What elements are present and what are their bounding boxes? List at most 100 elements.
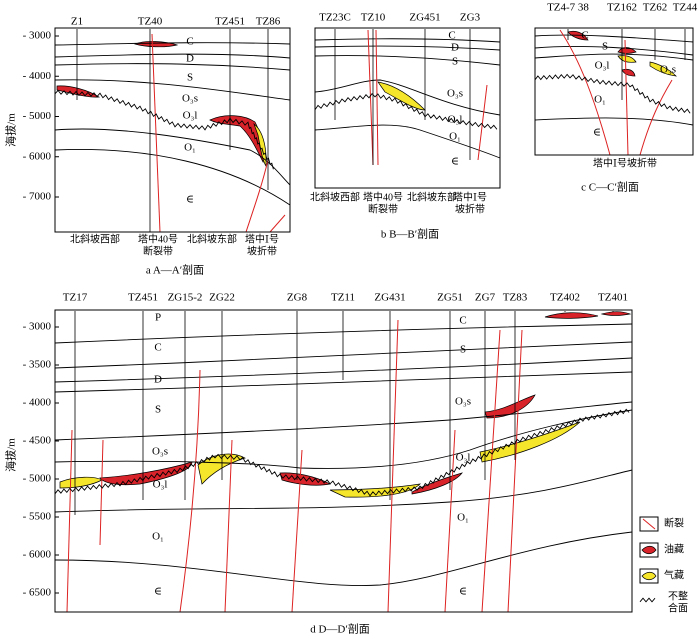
horizon [535,118,693,125]
zone-label: 塔中Ⅰ号坡折带 [593,156,657,169]
y-tick-label: - 5500 [23,511,52,523]
horizon [55,358,632,382]
zone-label: 北斜坡东部 [407,190,457,203]
horizon [535,54,693,60]
zone-label: 塔中40号 [138,232,178,245]
layer-label: O₁ [152,531,164,543]
well-label: ZG451 [409,12,440,24]
caption: c C—C′剖面 [581,180,639,194]
well-label: TZ401 [598,292,628,304]
gas-pool [60,477,102,488]
legend-unconformity [640,598,655,602]
section-c [535,28,693,155]
section-a [55,28,290,232]
well-label: TZ10 [361,12,386,24]
layer-label: O₃l [153,479,168,491]
horizon [55,64,290,70]
fault [270,215,285,232]
zone-label: 北斜坡西部 [70,232,120,245]
well-label: TZ402 [550,292,580,304]
zone-label: 坡折带 [455,202,485,215]
gas-pool [480,422,580,462]
horizon [315,46,500,50]
zone-label: 塔中Ⅰ号 [245,232,279,245]
oil-pool [622,69,635,76]
oil-pool [412,473,462,494]
well-label: TZ62 [643,2,667,14]
layer-label: O₃s [455,396,471,408]
well-label: ZG51 [437,292,463,304]
zone-label: 塔中40号 [363,190,403,203]
well-label: ZG22 [209,292,235,304]
oil-pool [602,312,630,316]
layer-label: ∈ [593,127,601,139]
layer-label: S [155,404,161,416]
section-d [55,310,632,612]
legend-label: 合面 [668,601,688,614]
fault [640,80,672,155]
layer-label: O₃s [660,64,676,76]
unconformity [55,90,273,169]
layer-label: D [154,374,162,386]
oil-pool [135,41,177,46]
fault [478,85,487,160]
layer-label: S [460,344,466,356]
layer-label: O₃s [447,88,463,100]
well-label: TZ451 [215,16,245,28]
caption: d D—D′剖面 [310,622,370,636]
legend-label: 不整 [668,589,688,602]
horizon [315,125,500,158]
horizon [55,149,290,205]
well-label: TZ44 [673,2,698,14]
horizon [55,532,632,586]
gas-pool [618,56,636,63]
section-b [315,28,500,188]
legend-label: 断裂 [664,516,684,529]
well-label: TZ17 [63,292,88,304]
layer-label: O₁ [184,142,196,154]
fault [376,30,378,165]
layer-label: O₁ [594,94,606,106]
y-tick-label: - 6000 [23,549,52,561]
layer-label: O₃s [152,446,168,458]
well-label: TZ11 [331,292,355,304]
legend-oil [642,546,656,554]
well-label: ZG15-2 [168,292,203,304]
horizon [55,54,290,58]
caption: b B—B′剖面 [381,227,439,241]
y-tick-label: - 4000 [23,70,52,82]
legend-fault [643,519,655,529]
layer-label: C [448,30,455,42]
layer-label: O₃s [182,93,198,105]
layer-label: O₃l [595,60,610,72]
layer-label: C [581,30,588,42]
layer-label: O₃l [183,110,198,122]
layer-label: O₃l [456,452,471,464]
well-label: ZG3 [460,12,481,24]
legend-gas [642,572,656,580]
well-label: TZ4-7 38 [547,2,589,14]
layer-label: ∈ [451,156,459,168]
caption: a A—A′剖面 [146,263,204,277]
well-label: TZ40 [138,16,163,28]
legend-label: 油藏 [664,542,684,555]
layer-label: C [186,36,193,48]
layer-label: O₁ [457,512,469,524]
layer-label: S [602,41,608,53]
axis-title: 海拔/m [4,438,18,472]
well-label: Z1 [71,16,83,28]
horizon [535,35,693,42]
zone-label: 坡折带 [247,244,277,257]
horizon [315,39,500,42]
legend-label: 气藏 [664,568,684,581]
y-tick-label: - 4000 [23,397,52,409]
zone-label: 断裂带 [143,244,173,257]
horizon [55,324,632,343]
layer-label: D [186,53,194,65]
layer-label: O₃l [448,114,463,126]
horizon [55,372,632,392]
well-label: TZ451 [128,292,158,304]
well-label: ZG431 [374,292,405,304]
axis-title: 海拔/m [4,113,18,147]
well-label: ZG8 [287,292,308,304]
